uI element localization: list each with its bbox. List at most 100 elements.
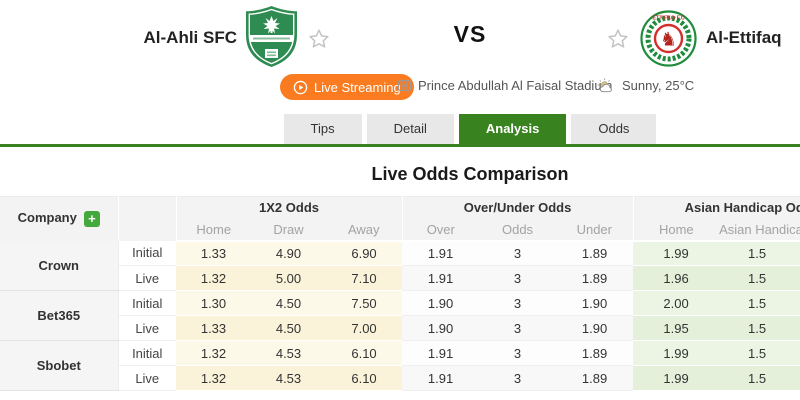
subheader-1x2-draw: Draw [251,218,326,242]
add-company-button[interactable]: + [83,211,100,228]
tab-underline [0,144,800,147]
tab-odds[interactable]: Odds [571,114,657,144]
subheader-ah-home: Home [632,218,720,242]
odds-value: 1.5 [719,240,796,266]
subheader-ou-under: Under [556,218,634,242]
stadium-icon [397,78,412,93]
home-team-name: Al-Ahli SFC [143,28,238,47]
odds-value [795,315,800,341]
odds-value: 3 [479,290,557,316]
match-header: Al-Ahli SFC VS [0,0,800,72]
match-meta-row: Live Streaming Prince Abdullah Al Faisal… [0,72,800,109]
home-team-logo [243,5,300,73]
odds-value: 5.00 [251,265,326,291]
odds-value: 1.5 [719,365,796,391]
odds-value: 7.50 [326,290,403,316]
odds-value: 3 [479,265,557,291]
odds-value: 3 [479,365,557,391]
subheader-ou-over: Over [401,218,480,242]
odds-value: 1.91 [402,265,480,291]
odds-value: 3 [479,340,557,366]
away-team-name: Al-Ettifaq [706,28,782,47]
play-circle-icon [293,80,308,95]
odds-value: 1.89 [556,340,634,366]
odds-value [795,290,800,316]
odds-value: 1.5 [719,290,796,316]
home-favorite-star-icon[interactable] [307,27,331,51]
group-header-asian-handicap: Asian Handicap Odds [632,196,800,219]
svg-text:♞: ♞ [660,29,677,51]
odds-value: 1.90 [402,290,480,316]
odds-value: 1.89 [556,240,634,266]
live-streaming-label: Live Streaming [314,79,401,95]
line-status: Live [118,365,176,391]
odds-value: 1.90 [556,315,634,341]
odds-value: 7.00 [326,315,403,341]
odds-value [795,265,800,291]
line-status: Initial [118,290,176,316]
odds-value: 1.90 [556,290,634,316]
line-status: Initial [118,240,176,266]
live-streaming-button[interactable]: Live Streaming [280,74,414,100]
line-status: Initial [118,340,176,366]
odds-value: 1.99 [633,365,720,391]
circle-crest-icon: ETTIFAQ F.C ♞ [640,10,697,67]
odds-value: 1.89 [556,265,634,291]
odds-value: 1.33 [176,315,251,341]
away-team-logo: ETTIFAQ F.C ♞ [640,10,697,72]
odds-value: 1.5 [719,340,796,366]
vs-label: VS [453,21,487,47]
line-status: Live [118,315,176,341]
table-row: Bet365 Initial 1.30 4.50 7.50 1.90 3 1.9… [0,290,800,341]
odds-value: 1.99 [633,240,720,266]
line-status: Live [118,265,176,291]
odds-value [795,340,800,366]
odds-value: 4.50 [251,315,326,341]
group-header-1x2: 1X2 Odds [175,196,403,219]
odds-value: 3 [479,240,557,266]
odds-value: 1.91 [402,240,480,266]
odds-value: 1.90 [402,315,480,341]
odds-value [795,365,800,391]
odds-value: 1.5 [719,265,796,291]
subheader-ah-handicap: Asian Handicap [719,218,800,242]
page-title: Live Odds Comparison [371,164,569,184]
tab-analysis[interactable]: Analysis [458,114,567,144]
table-row: Crown Initial 1.33 4.90 6.90 1.91 3 1.89… [0,240,800,291]
odds-value: 6.90 [326,240,403,266]
odds-value: 1.32 [176,365,251,391]
odds-value: 6.10 [326,365,403,391]
away-favorite-star-icon[interactable] [606,27,630,51]
venue-text: Prince Abdullah Al Faisal Stadium [418,78,613,93]
odds-value: 1.32 [176,340,251,366]
subheader-1x2-away: Away [326,218,403,242]
odds-value: 1.33 [176,240,251,266]
odds-value: 2.00 [633,290,720,316]
weather-info: Sunny, 25°C [597,78,694,93]
tab-detail[interactable]: Detail [366,114,454,144]
odds-value: 1.32 [176,265,251,291]
subheader-ah-away [795,218,800,242]
odds-value: 7.10 [326,265,403,291]
odds-value: 1.89 [556,365,634,391]
company-name: Crown [0,240,119,291]
odds-value: 4.53 [251,340,326,366]
status-header [118,196,176,241]
odds-value: 1.30 [176,290,251,316]
company-header-label: Company [17,210,77,226]
sun-cloud-icon [597,78,616,93]
table-row: Sbobet Initial 1.32 4.53 6.10 1.91 3 1.8… [0,340,800,391]
shield-crest-icon [246,6,297,67]
group-header-over-under: Over/Under Odds [401,196,634,219]
odds-value: 4.53 [251,365,326,391]
odds-value: 1.95 [633,315,720,341]
company-name: Sbobet [0,340,119,391]
odds-value: 4.90 [251,240,326,266]
subheader-1x2-home: Home [175,218,251,242]
tab-tips[interactable]: Tips [283,114,362,144]
odds-comparison-table: Company + 1X2 Odds Over/Under Odds Asian … [0,196,800,391]
odds-value: 6.10 [326,340,403,366]
odds-value: 1.91 [402,365,480,391]
company-header: Company + [0,196,119,241]
